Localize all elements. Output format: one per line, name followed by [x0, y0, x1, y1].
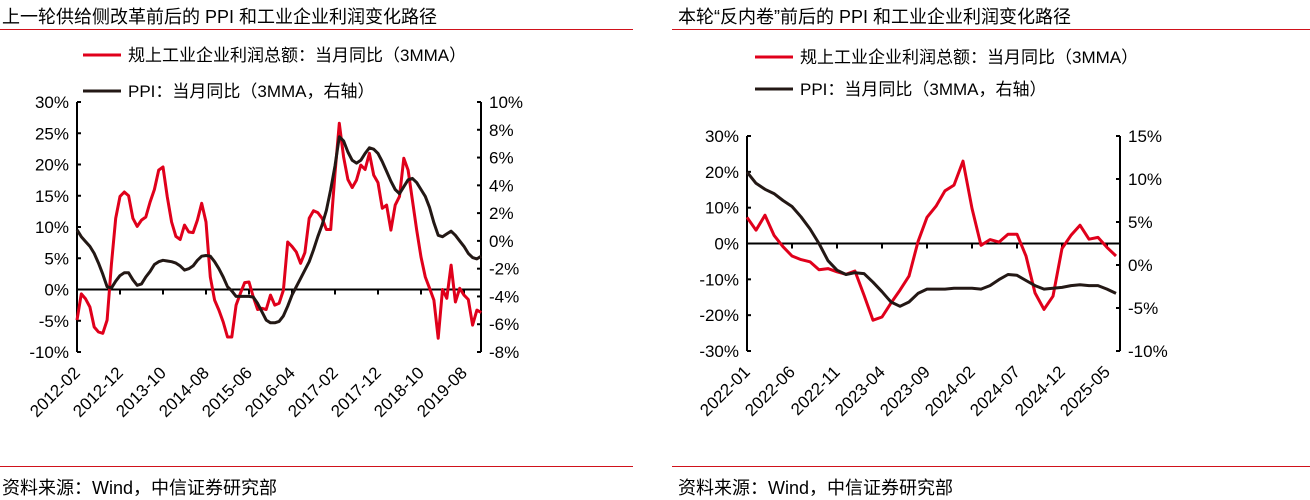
right-axis-tick-label: -2%	[489, 260, 519, 279]
left-axis-tick-label: -10%	[29, 343, 69, 362]
legend-label: PPI：当月同比（3MMA，右轴）	[800, 80, 1047, 99]
left-axis-tick-label: 0%	[44, 281, 69, 300]
left-axis-tick-label: 20%	[705, 163, 739, 182]
right-axis-tick-label: 6%	[489, 149, 514, 168]
left-axis-tick-label: 5%	[44, 249, 69, 268]
left-axis-tick-label: 25%	[35, 124, 69, 143]
right-axis-tick-label: -8%	[489, 343, 519, 362]
chart-left: 30% 25% 20% 15% 10% 5% 0% -5% -10% 10% 8% 6% 4% 2% 0% -…	[26, 46, 523, 421]
right-axis-tick-label: -6%	[489, 315, 519, 334]
ppi-yoy-line	[745, 171, 1117, 308]
left-axis-tick-label: 20%	[35, 156, 69, 175]
profit-yoy-line	[745, 159, 1118, 322]
title-rule	[0, 29, 633, 30]
right-axis-tick-label: 0%	[1128, 256, 1153, 275]
x-axis-tick-label: 2022-06	[741, 362, 799, 420]
source-note: 资料来源：Wind，中信证券研究部	[2, 478, 278, 498]
chart-panel-right: 本轮“反内卷”前后的 PPI 和工业企业利润变化路径 30% 20% 10% 0% -1…	[670, 0, 1310, 498]
left-axis-tick-label: 30%	[705, 127, 739, 146]
profit-yoy-line	[75, 121, 482, 340]
right-axis-tick-label: 4%	[489, 176, 514, 195]
left-axis-tick-label: 10%	[705, 199, 739, 218]
right-axis-tick-label: -4%	[489, 287, 519, 306]
right-axis-tick-label: 2%	[489, 204, 514, 223]
right-axis-tick-label: 8%	[489, 121, 514, 140]
right-axis-tick-label: 15%	[1128, 127, 1162, 146]
left-axis-tick-label: 10%	[35, 218, 69, 237]
chart-title: 本轮“反内卷”前后的 PPI 和工业企业利润变化路径	[678, 7, 1072, 27]
source-rule	[0, 466, 633, 467]
right-axis-tick-label: -5%	[1128, 299, 1158, 318]
left-axis-tick-label: -10%	[699, 270, 739, 289]
legend-label: PPI：当月同比（3MMA，右轴）	[128, 82, 375, 101]
source-note: 资料来源：Wind，中信证券研究部	[678, 478, 954, 498]
left-axis-tick-label: -5%	[39, 312, 69, 331]
right-axis-tick-label: 10%	[489, 93, 523, 112]
left-axis-tick-label: 30%	[35, 93, 69, 112]
left-axis-tick-label: 0%	[714, 235, 739, 254]
right-axis-tick-label: 10%	[1128, 170, 1162, 189]
source-rule	[672, 466, 1310, 467]
chart-panel-left: 上一轮供给侧改革前后的 PPI 和工业企业利润变化路径 30% 25% 20% 15%…	[0, 0, 640, 498]
right-axis-tick-label: -10%	[1128, 342, 1168, 361]
left-axis-tick-label: 15%	[35, 187, 69, 206]
chart-title: 上一轮供给侧改革前后的 PPI 和工业企业利润变化路径	[2, 7, 438, 27]
left-axis-tick-label: -30%	[699, 342, 739, 361]
legend-label: 规上工业企业利润总额：当月同比（3MMA）	[800, 48, 1138, 67]
left-axis-tick-label: -20%	[699, 306, 739, 325]
x-axis-tick-label: 2025-05	[1056, 362, 1114, 420]
chart-right: 30% 20% 10% 0% -10% -20% -30% 15% 10% 5% 0% -5% -10%…	[696, 48, 1168, 420]
right-axis-tick-label: 5%	[1128, 213, 1153, 232]
title-rule	[672, 29, 1310, 30]
right-axis-tick-label: 0%	[489, 232, 514, 251]
ppi-yoy-line	[75, 135, 482, 325]
legend-label: 规上工业企业利润总额：当月同比（3MMA）	[128, 46, 466, 65]
